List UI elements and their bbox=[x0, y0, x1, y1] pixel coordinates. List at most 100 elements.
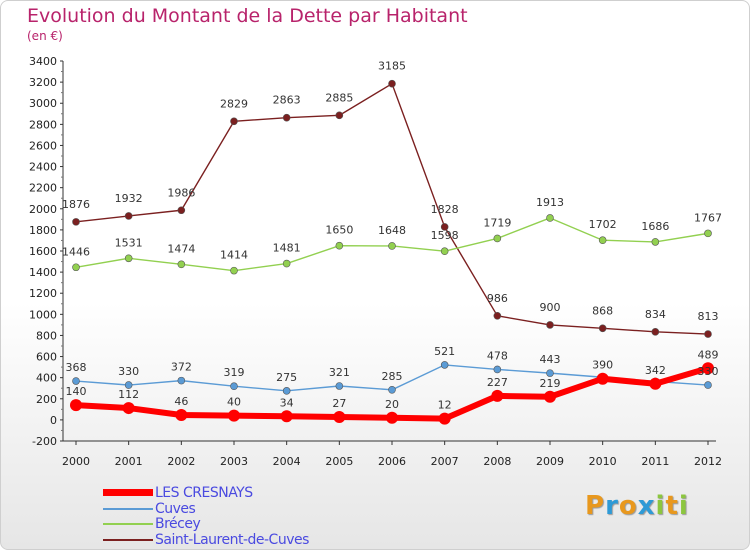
data-point bbox=[335, 241, 344, 250]
data-label: 285 bbox=[382, 370, 403, 383]
logo-letter: r bbox=[605, 491, 619, 521]
y-tick-label: 400 bbox=[36, 372, 57, 385]
legend-label: LES CRESNAYS bbox=[155, 485, 253, 501]
x-tick-label: 2000 bbox=[62, 455, 90, 468]
data-label: 321 bbox=[329, 366, 350, 379]
data-point bbox=[491, 389, 504, 402]
legend-swatch bbox=[103, 523, 153, 525]
data-label: 1932 bbox=[115, 192, 143, 205]
data-label: 1986 bbox=[167, 186, 195, 199]
data-point bbox=[230, 266, 238, 275]
data-label: 900 bbox=[540, 301, 561, 314]
data-label: 40 bbox=[227, 396, 241, 409]
logo-letter: t bbox=[665, 491, 679, 521]
data-point bbox=[335, 111, 344, 120]
data-label: 330 bbox=[698, 365, 719, 378]
data-label: 330 bbox=[118, 365, 139, 378]
data-label: 868 bbox=[592, 304, 613, 317]
data-point bbox=[70, 399, 82, 412]
data-label: 1702 bbox=[589, 218, 617, 231]
data-point bbox=[230, 117, 238, 126]
legend-label: Brécey bbox=[155, 516, 201, 532]
y-tick-label: 800 bbox=[36, 329, 57, 342]
data-point bbox=[177, 376, 186, 385]
data-label: 368 bbox=[66, 361, 87, 374]
x-tick-label: 2002 bbox=[167, 455, 195, 468]
x-tick-label: 2005 bbox=[325, 455, 353, 468]
data-label: 1686 bbox=[641, 220, 669, 233]
data-point bbox=[388, 79, 396, 88]
data-label: 1446 bbox=[62, 245, 90, 258]
y-tick-label: -200 bbox=[32, 435, 57, 448]
data-point bbox=[546, 214, 554, 222]
data-label: 1876 bbox=[62, 198, 90, 211]
data-point bbox=[122, 402, 135, 415]
data-label: 319 bbox=[224, 366, 245, 379]
data-point bbox=[177, 260, 186, 269]
y-tick-label: 1800 bbox=[29, 224, 57, 237]
data-label: 478 bbox=[487, 349, 508, 362]
data-point bbox=[598, 324, 607, 333]
data-label: 112 bbox=[118, 388, 139, 401]
data-label: 521 bbox=[434, 345, 455, 358]
x-tick-label: 2001 bbox=[115, 455, 143, 468]
x-tick-label: 2012 bbox=[694, 455, 722, 468]
data-label: 372 bbox=[171, 361, 192, 374]
data-point bbox=[72, 263, 80, 272]
data-point bbox=[386, 411, 398, 424]
data-point bbox=[72, 377, 80, 385]
data-point bbox=[388, 386, 396, 394]
data-point bbox=[546, 369, 554, 377]
data-point bbox=[493, 312, 502, 320]
data-label: 1767 bbox=[694, 211, 722, 224]
data-point bbox=[333, 411, 346, 424]
data-label: 219 bbox=[540, 377, 561, 390]
data-point bbox=[124, 254, 133, 263]
data-label: 1719 bbox=[483, 216, 511, 229]
x-tick-label: 2008 bbox=[483, 455, 511, 468]
data-point bbox=[493, 365, 502, 374]
data-point bbox=[438, 412, 451, 425]
x-tick-label: 2010 bbox=[589, 455, 617, 468]
data-point bbox=[493, 234, 502, 243]
x-tick-label: 2003 bbox=[220, 455, 248, 468]
y-tick-label: 1400 bbox=[29, 266, 57, 279]
data-point bbox=[124, 212, 133, 220]
data-point bbox=[177, 206, 186, 215]
data-label: 1650 bbox=[325, 224, 353, 237]
logo-letter: P bbox=[585, 491, 606, 521]
data-label: 227 bbox=[487, 376, 508, 389]
data-point bbox=[124, 381, 133, 389]
logo-letter: o bbox=[618, 491, 638, 521]
legend-swatch bbox=[103, 538, 153, 541]
data-point bbox=[280, 410, 293, 423]
legend-swatch bbox=[103, 489, 153, 496]
data-label: 813 bbox=[698, 310, 719, 323]
data-label: 20 bbox=[385, 398, 399, 411]
data-point bbox=[230, 382, 238, 391]
data-point bbox=[704, 229, 712, 238]
proxiti-logo: Proxiti bbox=[585, 491, 689, 521]
data-label: 1474 bbox=[167, 242, 195, 255]
legend-label: Cuves bbox=[155, 500, 196, 517]
y-tick-label: 2800 bbox=[29, 118, 57, 131]
data-label: 3185 bbox=[378, 60, 406, 73]
data-label: 342 bbox=[645, 364, 666, 377]
y-tick-label: 2600 bbox=[29, 139, 57, 152]
data-point bbox=[388, 242, 396, 250]
y-tick-label: 1000 bbox=[29, 308, 57, 321]
data-point bbox=[651, 238, 660, 246]
data-label: 1828 bbox=[431, 203, 459, 216]
y-tick-label: 0 bbox=[50, 414, 57, 427]
y-tick-label: 2400 bbox=[29, 161, 57, 174]
y-tick-label: 1200 bbox=[29, 287, 57, 300]
data-label: 390 bbox=[592, 359, 613, 372]
data-point bbox=[704, 330, 712, 338]
data-label: 2863 bbox=[273, 94, 301, 107]
data-label: 2885 bbox=[325, 91, 353, 104]
legend-swatch bbox=[103, 507, 153, 510]
chart-subtitle: (en €) bbox=[27, 29, 63, 43]
x-tick-label: 2009 bbox=[536, 455, 564, 468]
y-tick-label: 200 bbox=[36, 393, 57, 406]
data-point bbox=[649, 377, 662, 390]
